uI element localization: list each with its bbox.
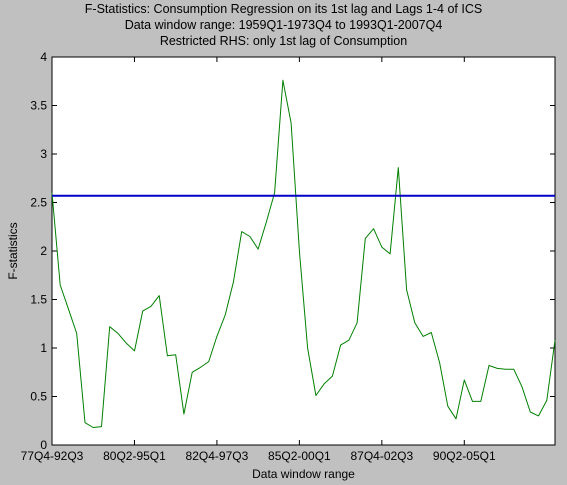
y-tick-label: 2 (40, 244, 47, 258)
x-axis-label: Data window range (252, 467, 355, 481)
chart-title-line-3: Restricted RHS: only 1st lag of Consumpt… (159, 34, 408, 48)
x-tick-label: 80Q2-95Q1 (103, 449, 166, 463)
series-group (51, 79, 556, 428)
x-tick-label: 87Q4-02Q3 (350, 449, 413, 463)
y-tick-label: 1 (40, 341, 47, 355)
y-tick-label: 2.5 (30, 196, 47, 210)
x-tick-label: 82Q4-97Q3 (186, 449, 249, 463)
y-tick-label: 4 (40, 50, 47, 64)
y-tick-label: 0.5 (30, 390, 47, 404)
x-axis: 77Q4-92Q3 80Q2-95Q1 82Q4-97Q3 85Q2-00Q1 87Q4… (21, 57, 496, 463)
chart-title-line-1: F-Statistics: Consumption Regression on … (84, 2, 483, 16)
y-axis: 0 0.5 1 1.5 2 2.5 3 3.5 4 (30, 50, 555, 452)
plot-area (51, 56, 556, 446)
x-tick-label: 90Q2-05Q1 (433, 449, 496, 463)
series-line-fstat (51, 79, 556, 428)
y-tick-label: 1.5 (30, 293, 47, 307)
y-tick-label: 0 (40, 438, 47, 452)
chart-title-line-2: Data window range: 1959Q1-1973Q4 to 1993… (124, 18, 443, 32)
x-tick-label: 77Q4-92Q3 (21, 449, 84, 463)
x-tick-label: 85Q2-00Q1 (268, 449, 331, 463)
y-tick-label: 3.5 (30, 99, 47, 113)
y-tick-label: 3 (40, 147, 47, 161)
y-axis-label: F-statistics (6, 222, 20, 279)
